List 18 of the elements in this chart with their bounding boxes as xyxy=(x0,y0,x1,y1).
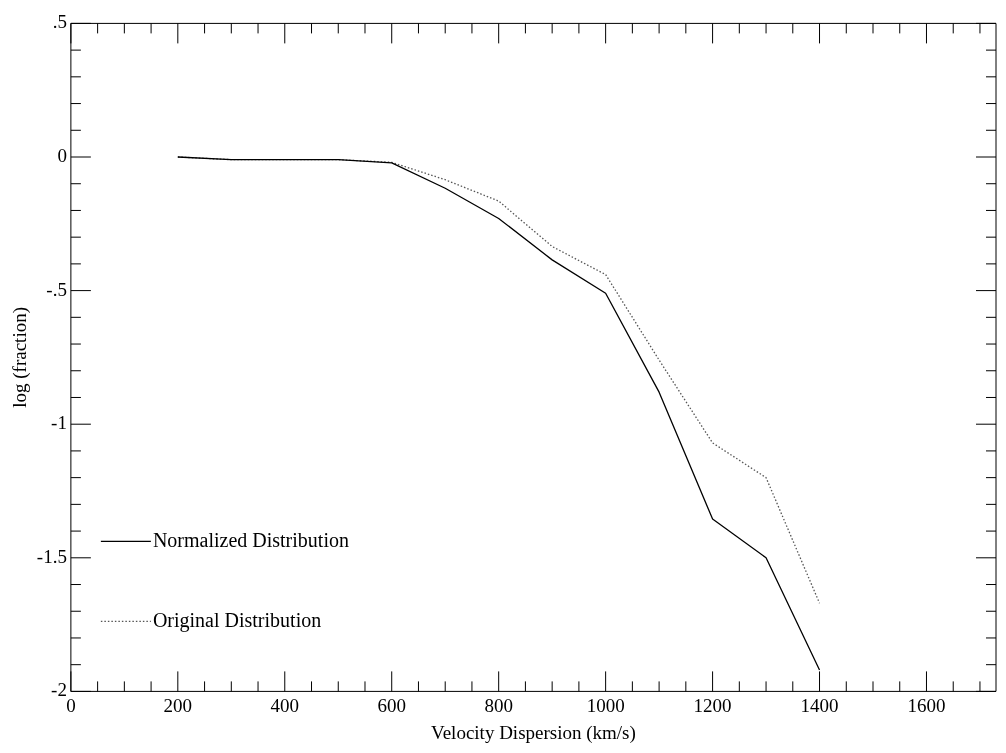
y-axis-title: log (fraction) xyxy=(9,307,32,408)
y-tick-label: 0 xyxy=(57,144,67,166)
legend-label: Original Distribution xyxy=(152,608,322,632)
y-tick-label: -1 xyxy=(51,412,67,434)
x-tick-label: 400 xyxy=(270,694,300,716)
y-tick-label: -2 xyxy=(51,679,67,701)
x-tick-label: 1200 xyxy=(693,694,732,716)
x-tick-label: 1000 xyxy=(586,694,625,716)
x-tick-label: 200 xyxy=(163,694,193,716)
x-tick-label: 1400 xyxy=(800,694,839,716)
x-tick-label: 800 xyxy=(484,694,513,716)
legend-label: Normalized Distribution xyxy=(152,528,349,551)
x-tick-label: 1600 xyxy=(907,694,946,716)
y-tick-label: -1.5 xyxy=(36,545,67,567)
y-tick-label: .5 xyxy=(52,11,67,33)
x-axis-title: Velocity Dispersion (km/s) xyxy=(431,721,636,744)
x-tick-label: 600 xyxy=(377,694,406,716)
y-tick-label: -.5 xyxy=(46,278,67,300)
